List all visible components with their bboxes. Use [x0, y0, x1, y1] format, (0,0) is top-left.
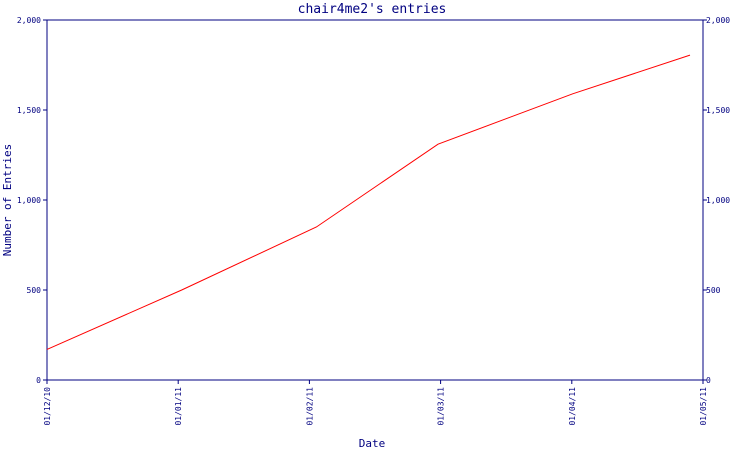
right-y-tick-label: 1,000 — [706, 196, 730, 205]
left-y-tick-label: 500 — [27, 286, 42, 295]
right-y-tick-label: 0 — [706, 376, 711, 385]
plot-frame — [46, 19, 704, 381]
left-y-tick-label: 0 — [36, 376, 41, 385]
left-y-ticks: 0 500 1,000 1,500 2,000 — [17, 16, 47, 385]
x-tick-label: 01/04/11 — [568, 387, 577, 426]
left-y-tick-label: 1,000 — [17, 196, 41, 205]
x-tick-label: 01/12/10 — [43, 387, 52, 426]
right-y-tick-label: 500 — [706, 286, 721, 295]
chart-title: chair4me2's entries — [298, 2, 447, 17]
y-axis-label: Number of Entries — [1, 144, 14, 257]
right-y-ticks: 0 500 1,000 1,500 2,000 — [703, 16, 730, 385]
left-y-tick-label: 2,000 — [17, 16, 41, 25]
x-tick-label: 01/03/11 — [437, 387, 446, 426]
right-y-tick-label: 2,000 — [706, 16, 730, 25]
series-line — [46, 54, 691, 350]
x-tick-label: 01/01/11 — [174, 387, 183, 426]
series-group — [46, 54, 691, 350]
right-y-tick-label: 1,500 — [706, 106, 730, 115]
x-tick-label: 01/02/11 — [305, 387, 314, 426]
x-axis-label: Date — [359, 437, 386, 450]
x-ticks: 01/12/10 01/01/11 01/02/11 01/03/11 01/04/11… — [43, 380, 708, 426]
x-tick-label: 01/05/11 — [699, 387, 708, 426]
left-y-tick-label: 1,500 — [17, 106, 41, 115]
